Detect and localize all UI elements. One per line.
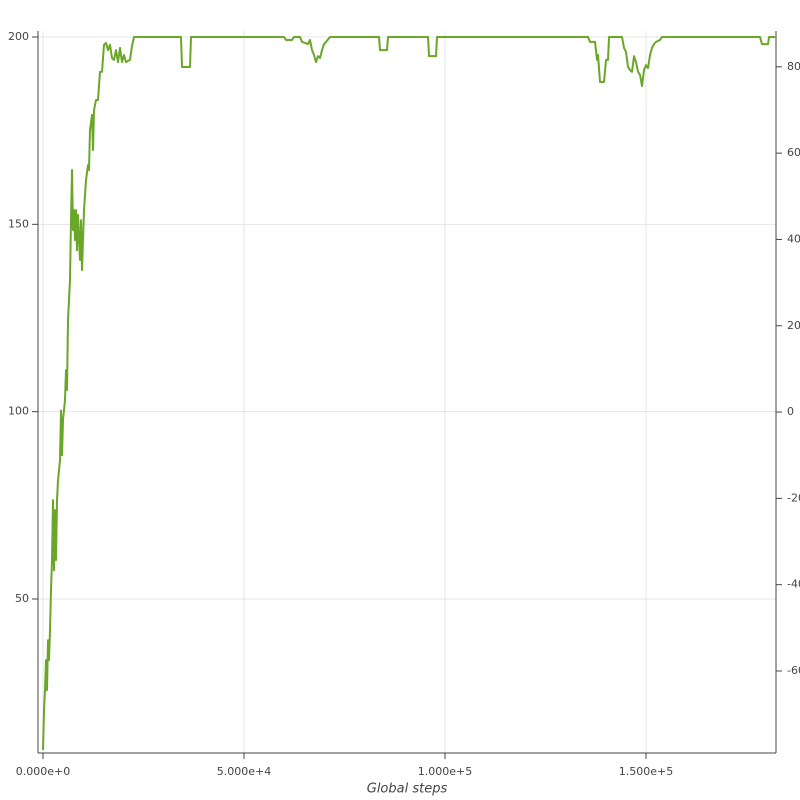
- y-tick-label: 200: [8, 30, 29, 43]
- y-tick-label: 150: [8, 217, 29, 230]
- y2-tick-label: 40: [787, 232, 800, 245]
- y2-tick-label: -40: [787, 578, 800, 591]
- x-tick-label: 5.000e+4: [217, 765, 271, 778]
- y2-tick-label: 60: [787, 146, 800, 159]
- data-line: [42, 35, 776, 751]
- x-tick-label: 1.500e+5: [619, 765, 673, 778]
- y-tick-label: 50: [15, 592, 29, 605]
- y2-tick-label: 80: [787, 60, 800, 73]
- x-axis-title: Global steps: [367, 782, 448, 797]
- x-tick-label: 1.000e+5: [418, 765, 472, 778]
- x-tick-label: 0.000e+0: [16, 765, 70, 778]
- y2-tick-label: 0: [787, 405, 794, 418]
- y2-tick-label: -20: [787, 491, 800, 504]
- y2-tick-label: 20: [787, 319, 800, 332]
- y-tick-label: 100: [8, 405, 29, 418]
- y2-tick-label: -60: [787, 664, 800, 677]
